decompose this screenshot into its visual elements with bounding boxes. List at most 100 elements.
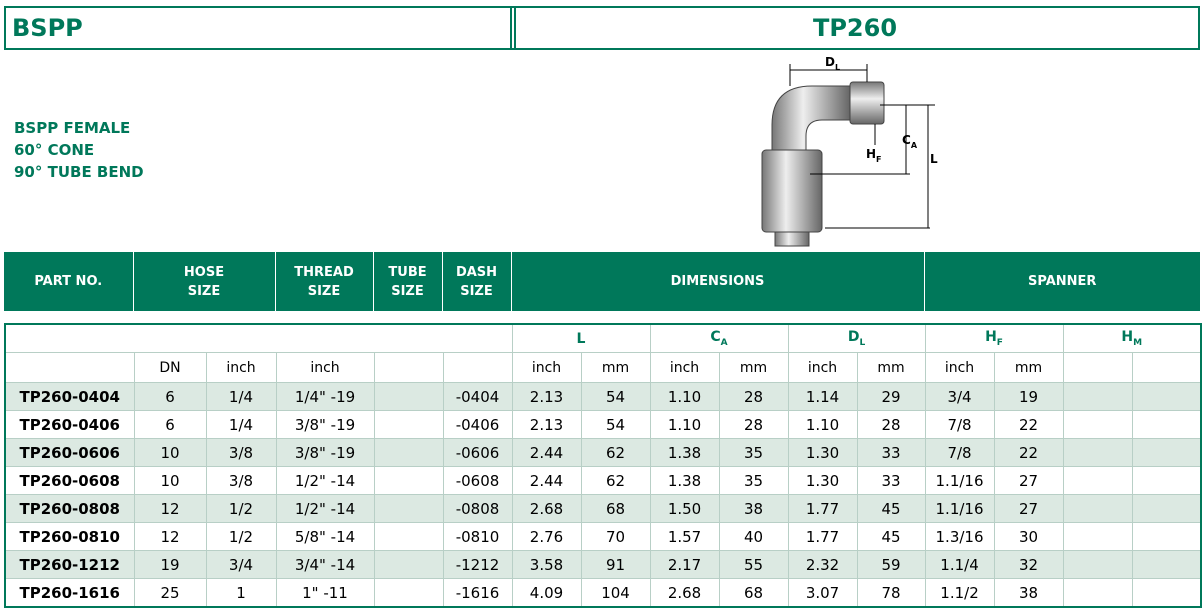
- table-cell: [1062, 438, 1133, 467]
- series-title: BSPP: [4, 6, 516, 50]
- group-header: DL: [787, 323, 926, 353]
- description: BSPP FEMALE 60° CONE 90° TUBE BEND: [14, 117, 144, 183]
- table-cell: 1.50: [649, 494, 720, 523]
- data-table: L CA DL HF HM DN inch inch inch mm inch mm inch mm inc…: [4, 323, 1203, 608]
- group-header: HM: [1062, 323, 1202, 353]
- description-line: 90° TUBE BEND: [14, 163, 144, 181]
- table-cell: [1062, 522, 1133, 551]
- column-header: TUBE SIZE: [372, 252, 442, 311]
- unit-header: mm: [993, 352, 1064, 383]
- table-cell: 1" -11: [275, 578, 375, 608]
- table-row: TP260-0810 12 1/2 5/8" -14 -0810 2.76 70 1.57 40…: [4, 522, 1202, 551]
- table-cell: 2.44: [511, 438, 582, 467]
- unit-header: DN: [133, 352, 207, 383]
- table-cell: 62: [580, 466, 651, 495]
- table-cell: 104: [580, 578, 651, 608]
- table-cell: 4.09: [511, 578, 582, 608]
- table-cell: 78: [856, 578, 926, 608]
- table-cell: 27: [993, 494, 1064, 523]
- table-cell: 2.17: [649, 550, 720, 579]
- table-cell: 7/8: [924, 438, 995, 467]
- dim-label: L: [930, 152, 938, 166]
- table-cell: [373, 410, 444, 439]
- table-row: TP260-0606 10 3/8 3/8" -19 -0606 2.44 62 1.38 35…: [4, 438, 1202, 467]
- table-cell: [373, 494, 444, 523]
- part-title: TP260: [510, 6, 1200, 50]
- table-cell: [373, 382, 444, 411]
- table-row: TP260-0608 10 3/8 1/2" -14 -0608 2.44 62 1.38 35…: [4, 466, 1202, 495]
- table-cell: 91: [580, 550, 651, 579]
- table-cell: 1.77: [787, 494, 858, 523]
- part-number: TP260-1616: [4, 578, 135, 608]
- table-cell: 1/2" -14: [275, 466, 375, 495]
- fitting-diagram: DL CA HF L: [761, 55, 938, 247]
- table-cell: 2.76: [511, 522, 582, 551]
- table-cell: 1.77: [787, 522, 858, 551]
- dim-label: DL: [825, 55, 840, 72]
- description-line: 60° CONE: [14, 141, 95, 159]
- unit-header: inch: [649, 352, 720, 383]
- table-cell: 6: [133, 382, 207, 411]
- table-cell: 33: [856, 438, 926, 467]
- table-cell: 1.30: [787, 466, 858, 495]
- table-cell: -0608: [442, 466, 513, 495]
- table-cell: 40: [718, 522, 789, 551]
- table-cell: 12: [133, 522, 207, 551]
- table-cell: 55: [718, 550, 789, 579]
- table-cell: 1.57: [649, 522, 720, 551]
- table-cell: 27: [993, 466, 1064, 495]
- table-cell: 10: [133, 438, 207, 467]
- part-number: TP260-0606: [4, 438, 135, 467]
- table-cell: -1616: [442, 578, 513, 608]
- table-cell: [1062, 382, 1133, 411]
- table-cell: [373, 522, 444, 551]
- table-cell: 12: [133, 494, 207, 523]
- table-cell: 68: [718, 578, 789, 608]
- table-cell: 32: [993, 550, 1064, 579]
- group-header: HF: [924, 323, 1064, 353]
- unit-header: inch: [787, 352, 858, 383]
- table-cell: 1.1/2: [924, 578, 995, 608]
- table-cell: -0606: [442, 438, 513, 467]
- table-cell: 1/4: [205, 382, 277, 411]
- unit-header: mm: [580, 352, 651, 383]
- table-row: TP260-1616 25 1 1" -11 -1616 4.09 104 2.68 68 3.0…: [4, 578, 1202, 608]
- column-header: PART NO.: [34, 274, 103, 289]
- table-cell: 5/8" -14: [275, 522, 375, 551]
- table-row: TP260-0808 12 1/2 1/2" -14 -0808 2.68 68 1.50 38…: [4, 494, 1202, 523]
- table-cell: 54: [580, 382, 651, 411]
- table-cell: 10: [133, 466, 207, 495]
- table-cell: 1.1/16: [924, 494, 995, 523]
- dim-label: HF: [866, 147, 882, 164]
- table-row: TP260-0406 6 1/4 3/8" -19 -0406 2.13 54 1.10 28 1…: [4, 410, 1202, 439]
- table-cell: [1131, 382, 1202, 411]
- table-cell: 1/4" -19: [275, 382, 375, 411]
- unit-header: inch: [511, 352, 582, 383]
- table-cell: 1/2" -14: [275, 494, 375, 523]
- table-cell: 2.32: [787, 550, 858, 579]
- table-cell: 29: [856, 382, 926, 411]
- table-cell: -1212: [442, 550, 513, 579]
- table-cell: 1.14: [787, 382, 858, 411]
- part-number: TP260-1212: [4, 550, 135, 579]
- table-cell: 70: [580, 522, 651, 551]
- table-cell: [1131, 438, 1202, 467]
- table-cell: 1.1/16: [924, 466, 995, 495]
- table-cell: 3.07: [787, 578, 858, 608]
- table-cell: 1: [205, 578, 277, 608]
- table-cell: 22: [993, 438, 1064, 467]
- table-cell: 28: [718, 410, 789, 439]
- unit-header: [1062, 352, 1133, 383]
- unit-header: mm: [718, 352, 789, 383]
- table-row: TP260-1212 19 3/4 3/4" -14 -1212 3.58 91 2.17 55…: [4, 550, 1202, 579]
- table-cell: 3/8: [205, 466, 277, 495]
- table-cell: 30: [993, 522, 1064, 551]
- table-row: TP260-0404 6 1/4 1/4" -19 -0404 2.13 54 1.10 28 1…: [4, 382, 1202, 411]
- table-cell: 19: [993, 382, 1064, 411]
- table-cell: 6: [133, 410, 207, 439]
- table-cell: 38: [993, 578, 1064, 608]
- table-cell: [1062, 410, 1133, 439]
- unit-header: mm: [856, 352, 926, 383]
- table-cell: [1062, 578, 1133, 608]
- unit-header: inch: [275, 352, 375, 383]
